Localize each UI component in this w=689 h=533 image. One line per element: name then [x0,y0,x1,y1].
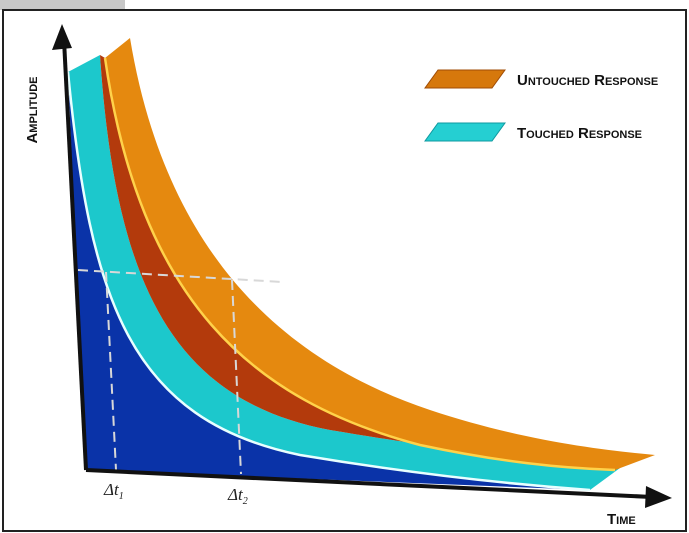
legend-swatch-touched [424,122,506,142]
untouched-area [100,55,620,470]
legend-label: Touched Response [517,125,642,142]
legend-swatch-untouched [424,69,506,89]
annotation: Δt2 [227,485,248,507]
guides [77,269,283,475]
annotation-symbol: Δt [227,485,244,504]
tab [0,0,125,10]
y-arrow [52,24,72,50]
annotation: Δt1 [103,480,124,502]
touched-curve [66,71,591,492]
touched-area [68,72,590,490]
x-axis-label: Time [607,511,636,528]
touched-band [68,55,620,490]
axes [62,39,653,499]
y-axis-label: Amplitude [24,76,41,143]
annotation-subscript: 1 [119,491,124,502]
legend-label: Untouched Response [517,72,658,89]
x-arrow [645,486,672,508]
annotation-subscript: 2 [243,496,248,507]
untouched-curve [103,57,616,472]
annotation-symbol: Δt [103,480,120,499]
